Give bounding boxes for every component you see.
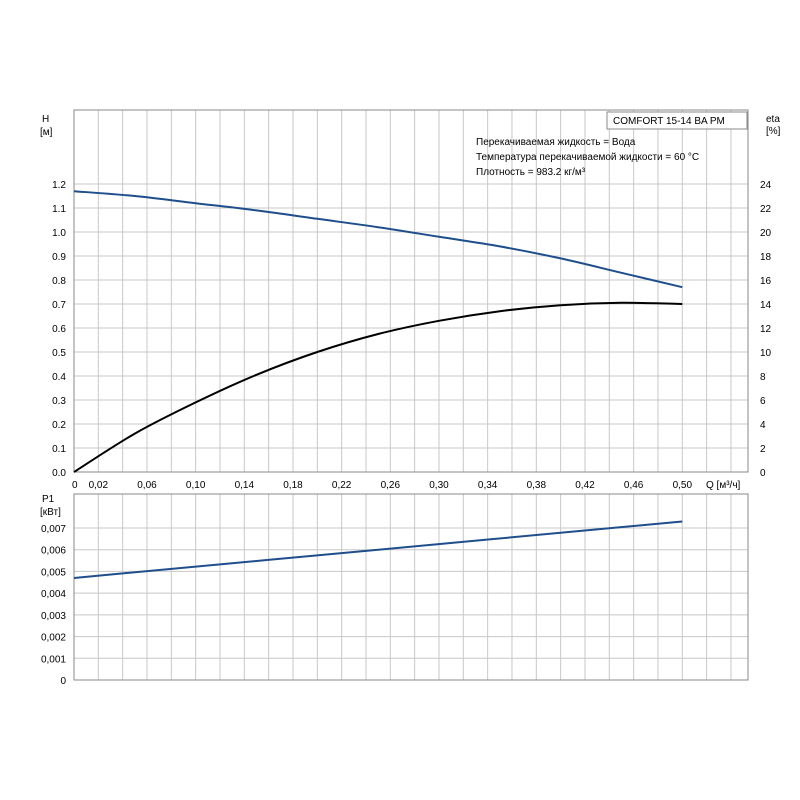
head-efficiency-chart: 0.00.10.20.30.40.50.60.70.80.91.01.11.2 … [40, 109, 781, 491]
power-tick-label: 0,006 [41, 546, 66, 557]
efficiency-tick-label: 20 [760, 228, 772, 239]
efficiency-tick-label: 18 [760, 252, 772, 263]
power-curve [73, 520, 683, 579]
top-grid [74, 110, 748, 472]
bottom-series-group [73, 520, 683, 579]
head-tick-label: 1.2 [52, 180, 66, 191]
head-tick-label: 0.8 [52, 276, 66, 287]
head-tick-label: 0.3 [52, 396, 66, 407]
flow-tick-label: 0,14 [235, 480, 255, 491]
model-name: COMFORT 15-14 BA PM [613, 116, 725, 127]
power-tick-label: 0,005 [41, 567, 66, 578]
power-tick-label: 0,002 [41, 633, 66, 644]
head-tick-label: 0.0 [52, 468, 66, 479]
efficiency-tick-label: 10 [760, 348, 772, 359]
efficiency-tick-label: 16 [760, 276, 772, 287]
flow-axis-ticks: 0 0,02 0,06 0,10 0,14 0,18 0,22 0,26 0,30 0,34 0,3… [72, 480, 692, 491]
flow-tick-label: 0,22 [332, 480, 352, 491]
efficiency-tick-label: 4 [760, 420, 766, 431]
efficiency-axis-label-symbol: eta [766, 114, 780, 125]
info-line-fluid: Перекачиваемая жидкость = Вода [476, 137, 636, 148]
efficiency-tick-label: 6 [760, 396, 766, 407]
power-axis-ticks: 0 0,001 0,002 0,003 0,004 0,005 0,006 0,007 [41, 524, 66, 687]
head-tick-label: 0.4 [52, 372, 66, 383]
power-tick-label: 0,007 [41, 524, 66, 535]
flow-tick-label: 0,18 [283, 480, 303, 491]
info-line-temperature: Температура перекачиваемой жидкости = 60… [476, 152, 699, 163]
efficiency-tick-label: 12 [760, 324, 772, 335]
efficiency-tick-label: 14 [760, 300, 772, 311]
flow-tick-label: 0,38 [527, 480, 547, 491]
top-plot-frame [73, 109, 749, 473]
flow-tick-label: 0,42 [575, 480, 595, 491]
flow-tick-label: 0,34 [478, 480, 498, 491]
bottom-grid [74, 494, 748, 680]
head-tick-label: 0.2 [52, 420, 66, 431]
flow-tick-label: 0,02 [89, 480, 109, 491]
efficiency-tick-label: 0 [760, 468, 766, 479]
flow-tick-label: 0,06 [137, 480, 157, 491]
info-line-density: Плотность = 983.2 кг/м³ [476, 167, 586, 178]
flow-tick-label: 0,10 [186, 480, 206, 491]
power-tick-label: 0,003 [41, 611, 66, 622]
efficiency-tick-label: 24 [760, 180, 772, 191]
head-tick-label: 0.5 [52, 348, 66, 359]
top-series-group [73, 190, 683, 473]
efficiency-tick-label: 8 [760, 372, 766, 383]
head-curve [73, 190, 683, 289]
head-tick-label: 1.0 [52, 228, 66, 239]
head-axis-label-symbol: H [42, 114, 49, 125]
head-tick-label: 0.6 [52, 324, 66, 335]
head-tick-label: 0.1 [52, 444, 66, 455]
power-tick-label: 0 [60, 676, 66, 687]
flow-tick-label: 0,50 [673, 480, 693, 491]
efficiency-curve [73, 301, 683, 473]
efficiency-tick-label: 22 [760, 204, 772, 215]
head-tick-label: 0.9 [52, 252, 66, 263]
flow-tick-label: 0,26 [381, 480, 401, 491]
flow-tick-label: 0 [72, 480, 78, 491]
power-tick-label: 0,001 [41, 654, 66, 665]
flow-axis-label: Q [м³/ч] [706, 480, 741, 491]
power-axis-label-symbol: P1 [42, 494, 55, 505]
head-axis-ticks: 0.0 0.1 0.2 0.3 0.4 0.5 0.6 0.7 0.8 0.9 1.0 1.1 1.2 [52, 180, 66, 479]
efficiency-axis-label-unit: [%] [766, 126, 781, 137]
power-axis-label-unit: [кВт] [40, 507, 61, 518]
power-tick-label: 0,004 [41, 589, 66, 600]
bottom-plot-frame [73, 493, 749, 681]
head-tick-label: 1.1 [52, 204, 66, 215]
flow-tick-label: 0,30 [429, 480, 449, 491]
model-box [606, 111, 748, 130]
efficiency-tick-label: 2 [760, 444, 766, 455]
head-axis-label-unit: [м] [40, 127, 53, 138]
flow-tick-label: 0,46 [624, 480, 644, 491]
head-tick-label: 0.7 [52, 300, 66, 311]
